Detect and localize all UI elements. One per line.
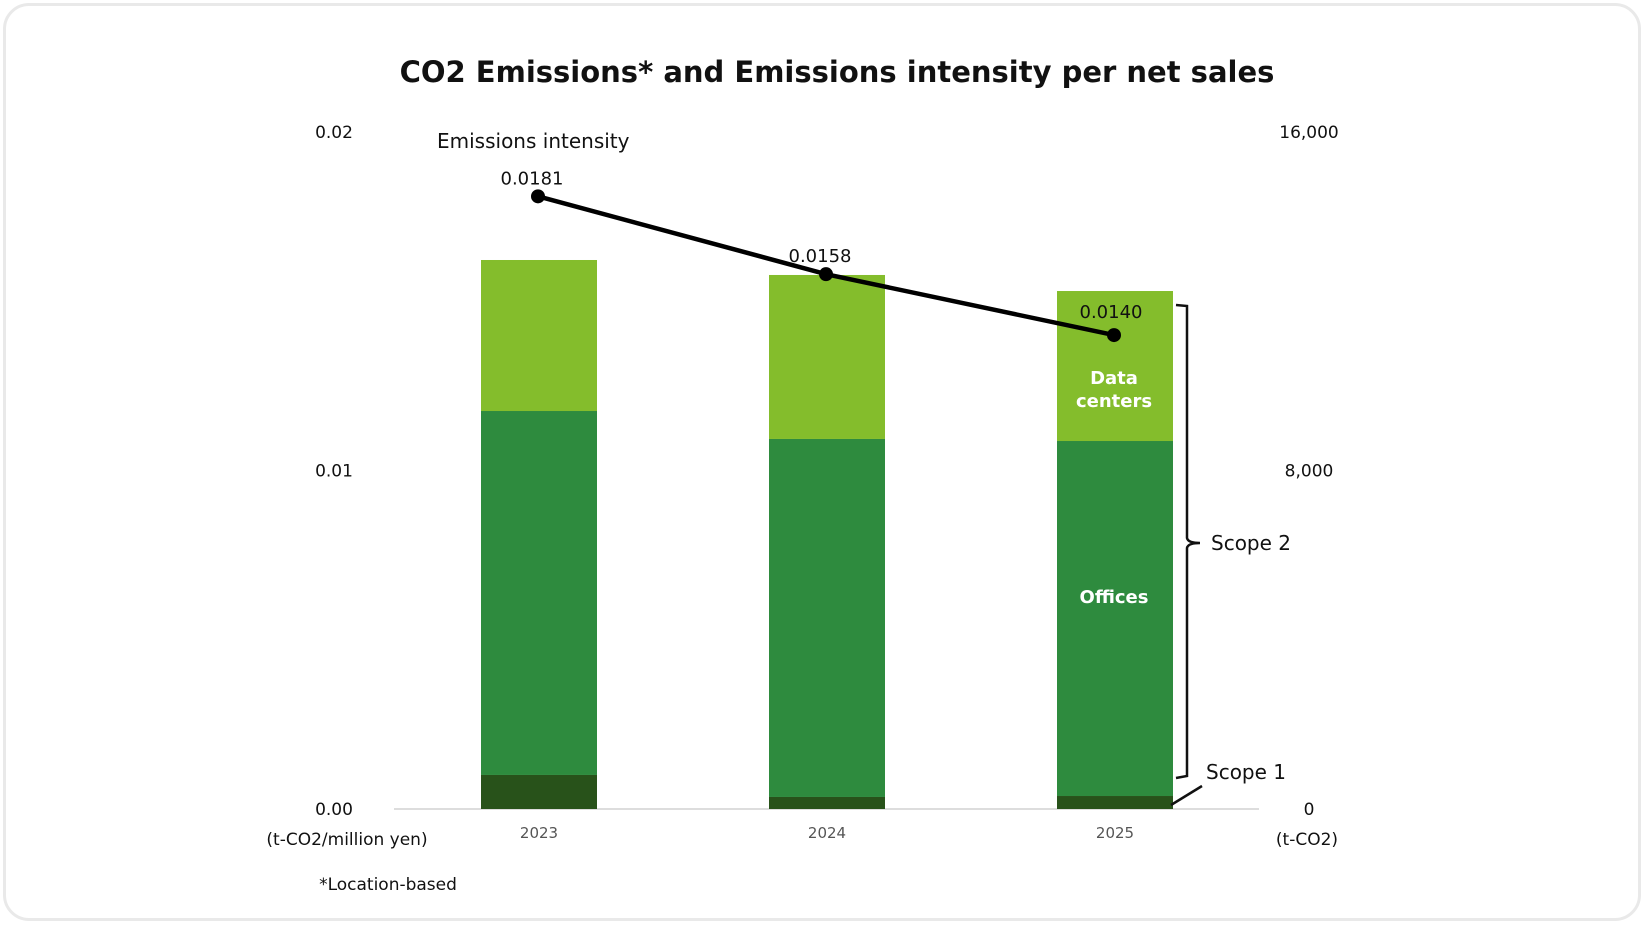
left-axis-tick: 0.02: [315, 123, 353, 143]
bars-group: [481, 259, 1173, 809]
line-data-label-2023: 0.0181: [501, 168, 564, 189]
line-data-label-2024: 0.0158: [789, 246, 852, 267]
line-points: 0.0181 0.0158 0.0140: [501, 168, 1143, 343]
bar-segment-data-centers-2023: [481, 259, 597, 412]
category-label-2023: 2023: [520, 824, 558, 842]
bar-segment-offices-2024: [769, 438, 885, 797]
bar-segment-offices-2025: [1057, 441, 1173, 797]
left-axis-tick: 0.01: [315, 462, 353, 482]
line-point-2024: [819, 267, 833, 282]
scope2-bracket: [1175, 303, 1201, 780]
line-data-label-2025: 0.0140: [1080, 302, 1143, 323]
line-point-2025: [1107, 328, 1121, 343]
scope1-leader-line: [1170, 784, 1203, 807]
scope2-label: Scope 2: [1211, 531, 1291, 555]
right-axis-tick: 16,000: [1279, 123, 1338, 143]
bar-segment-offices-2023: [481, 411, 597, 775]
bar-segment-data-centers-2024: [769, 274, 885, 439]
right-axis-unit: (t-CO2): [1276, 830, 1338, 850]
left-axis-tick: 0.00: [315, 800, 353, 820]
emissions-intensity-series-label: Emissions intensity: [437, 129, 630, 153]
offices-label: Offices: [1080, 587, 1149, 608]
category-label-2024: 2024: [808, 824, 846, 842]
bar-segment-scope-1-2023: [481, 774, 597, 809]
line-point-2023: [531, 189, 545, 204]
data-centers-label-line1: Data: [1090, 368, 1138, 389]
category-labels: 2023 2024 2025: [520, 824, 1134, 842]
right-axis-tick: 0: [1304, 800, 1315, 820]
bar-segment-data-centers-2025: [1057, 291, 1173, 442]
bar-segment-scope-1-2024: [769, 796, 885, 809]
data-centers-label-line2: centers: [1076, 391, 1152, 412]
bar-segment-scope-1-2025: [1057, 796, 1173, 809]
scope1-label: Scope 1: [1206, 760, 1286, 784]
footnote: *Location-based: [319, 875, 457, 895]
category-label-2025: 2025: [1096, 824, 1134, 842]
left-axis-unit: (t-CO2/million yen): [266, 830, 427, 850]
chart-title: CO2 Emissions* and Emissions intensity p…: [400, 55, 1275, 89]
right-axis-tick: 8,000: [1285, 462, 1334, 482]
